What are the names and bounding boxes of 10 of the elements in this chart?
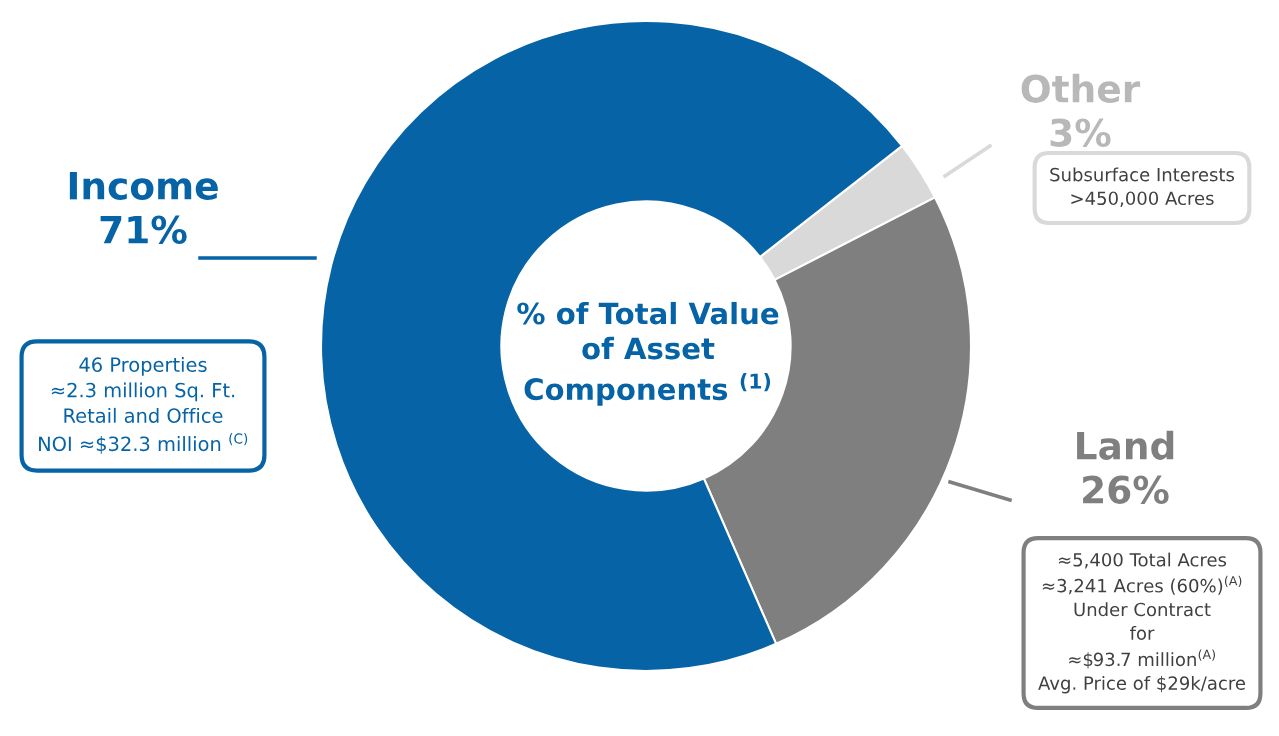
text: 46 Properties ≈2.3 million Sq. Ft. Retail and Office NOI ≈$32.3 million $^{(C)}$ <box>39 356 248 454</box>
slice-label: Income <box>69 172 218 200</box>
slice-label: Other <box>1021 73 1141 103</box>
text: Subsurface Interests >450,000 Acres <box>1050 167 1235 207</box>
text: % of Total Value of Asset Components $^{(1)}$ <box>517 301 779 406</box>
text: ≈5,400 Total Acres ≈3,241 Acres (60%)$^{(A)}$ Under Contract for ≈$93.7 million$^{(A)}$ Avg. Price of $29k/acre <box>1038 552 1246 694</box>
slice-label: Land <box>1077 430 1174 460</box>
data-label: 3% <box>1050 118 1111 147</box>
data-label: 26% <box>1083 475 1169 504</box>
data-label: 71% <box>100 215 187 244</box>
